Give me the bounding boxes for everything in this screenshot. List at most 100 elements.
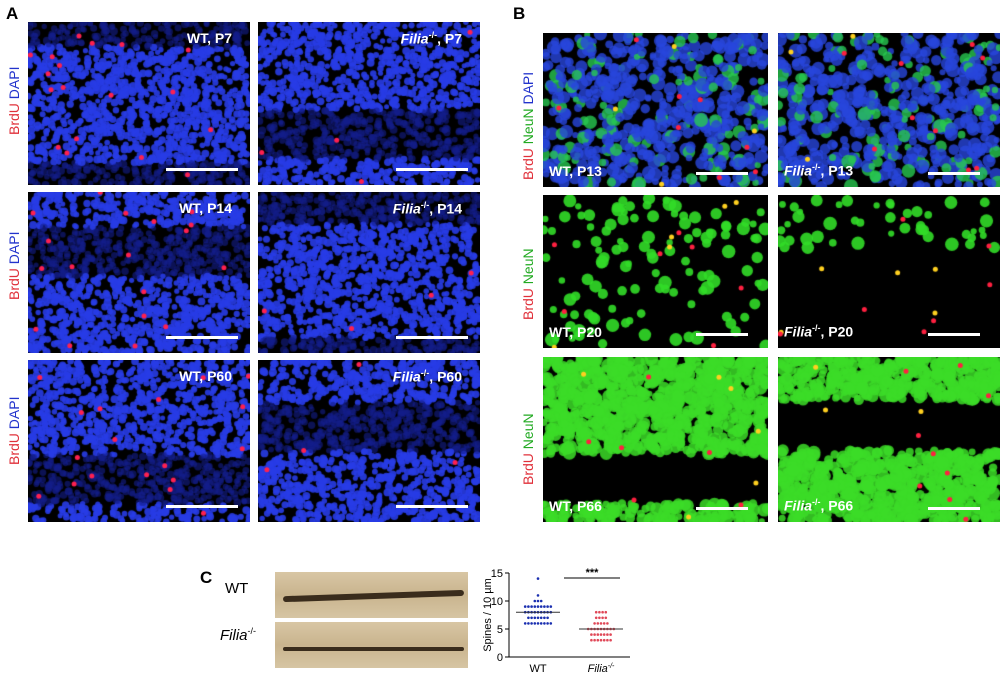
data-point — [596, 622, 600, 625]
tile-label: WT, P60 — [179, 368, 232, 384]
channel-label: BrdU DAPI — [6, 66, 22, 135]
row-label-wt: WT — [225, 580, 249, 597]
data-point — [606, 638, 609, 642]
data-point — [539, 616, 543, 620]
data-point — [602, 633, 606, 636]
data-point — [536, 605, 540, 608]
data-point — [609, 633, 612, 636]
scale-bar — [166, 336, 238, 339]
y-tick-label: 15 — [491, 568, 503, 580]
panel-b-image-4: WT, P66 — [543, 357, 768, 522]
row-label-filia: Filia-/- — [220, 626, 257, 644]
panel-a-image-1: Filia-/-, P7 — [258, 22, 480, 185]
tile-label: WT, P13 — [549, 163, 602, 179]
dendrite-image-wt — [275, 572, 468, 618]
panel-b-image-0: WT, P13 — [543, 33, 768, 187]
data-point — [609, 638, 612, 642]
data-point — [536, 594, 540, 597]
dendrite-image-filia — [275, 622, 468, 668]
data-point — [590, 633, 593, 636]
data-point — [596, 633, 600, 636]
data-point — [533, 605, 537, 608]
data-point — [594, 610, 598, 614]
data-point — [606, 622, 609, 625]
data-point — [546, 605, 549, 608]
channel-label: BrdU DAPI — [6, 396, 22, 465]
scale-bar — [928, 172, 980, 175]
tile-label: WT, P66 — [549, 498, 602, 514]
tile-label: Filia-/-, P60 — [392, 368, 462, 385]
data-point — [599, 622, 603, 625]
scale-bar — [928, 507, 980, 510]
panel-a-image-0: WT, P7 — [28, 22, 250, 185]
channel-label: BrdU NeuN — [520, 248, 536, 320]
data-point — [533, 599, 537, 603]
data-point — [530, 622, 533, 625]
scale-bar — [696, 172, 748, 175]
scale-bar — [166, 168, 238, 171]
data-point — [543, 616, 546, 620]
data-point — [543, 605, 546, 608]
panel-b-image-1: Filia-/-, P13 — [778, 33, 1000, 187]
tile-label: WT, P14 — [179, 200, 232, 216]
data-point — [536, 577, 540, 580]
data-point — [533, 622, 537, 625]
data-point — [590, 638, 593, 642]
tile-label: Filia-/-, P7 — [400, 30, 462, 47]
tile-label: Filia-/-, P20 — [784, 323, 854, 340]
data-point — [530, 616, 533, 620]
data-point — [602, 638, 606, 642]
data-point — [546, 622, 549, 625]
data-point — [536, 622, 540, 625]
data-point — [598, 616, 601, 620]
channel-label: BrdU DAPI — [6, 231, 22, 300]
data-point — [593, 638, 596, 642]
tile-label: Filia-/-, P66 — [784, 497, 854, 514]
channel-label: BrdU NeuN — [520, 413, 536, 485]
data-point — [539, 622, 543, 625]
panel-a-image-2: WT, P14 — [28, 192, 250, 353]
data-point — [543, 622, 546, 625]
tile-label: WT, P20 — [549, 324, 602, 340]
tile-label: Filia-/-, P13 — [784, 162, 854, 179]
data-point — [604, 616, 608, 620]
data-point — [601, 616, 604, 620]
data-point — [599, 633, 603, 636]
tile-label: WT, P7 — [186, 30, 232, 46]
x-tick-label: WT — [529, 663, 546, 675]
data-point — [523, 622, 527, 625]
panel-b-image-2: WT, P20 — [543, 195, 768, 348]
data-point — [599, 638, 603, 642]
data-point — [523, 605, 527, 608]
data-point — [549, 605, 553, 608]
panel-a-image-5: Filia-/-, P60 — [258, 360, 480, 522]
data-point — [594, 616, 598, 620]
data-point — [527, 605, 530, 608]
channel-label: BrdU NeuN DAPI — [520, 71, 536, 180]
y-axis-label: Spines / 10 µm — [482, 578, 494, 652]
panel-b-image-3: Filia-/-, P20 — [778, 195, 1000, 348]
y-tick-label: 5 — [497, 624, 503, 636]
data-point — [536, 599, 540, 603]
significance-label: *** — [586, 567, 600, 579]
scale-bar — [696, 333, 748, 336]
scale-bar — [928, 333, 980, 336]
data-point — [606, 633, 609, 636]
y-tick-label: 10 — [491, 596, 503, 608]
panel-c-label: C — [200, 568, 213, 587]
data-point — [598, 610, 601, 614]
data-point — [527, 622, 530, 625]
data-point — [530, 605, 533, 608]
panel-b-image-5: Filia-/-, P66 — [778, 357, 1000, 522]
data-point — [533, 616, 537, 620]
data-point — [539, 599, 543, 603]
scale-bar — [396, 505, 468, 508]
data-point — [593, 633, 596, 636]
tile-label: Filia-/-, P14 — [392, 200, 462, 217]
data-point — [596, 638, 600, 642]
scale-bar — [396, 168, 468, 171]
x-tick-label: Filia-/- — [588, 663, 615, 675]
scale-bar — [396, 336, 468, 339]
data-point — [546, 616, 549, 620]
